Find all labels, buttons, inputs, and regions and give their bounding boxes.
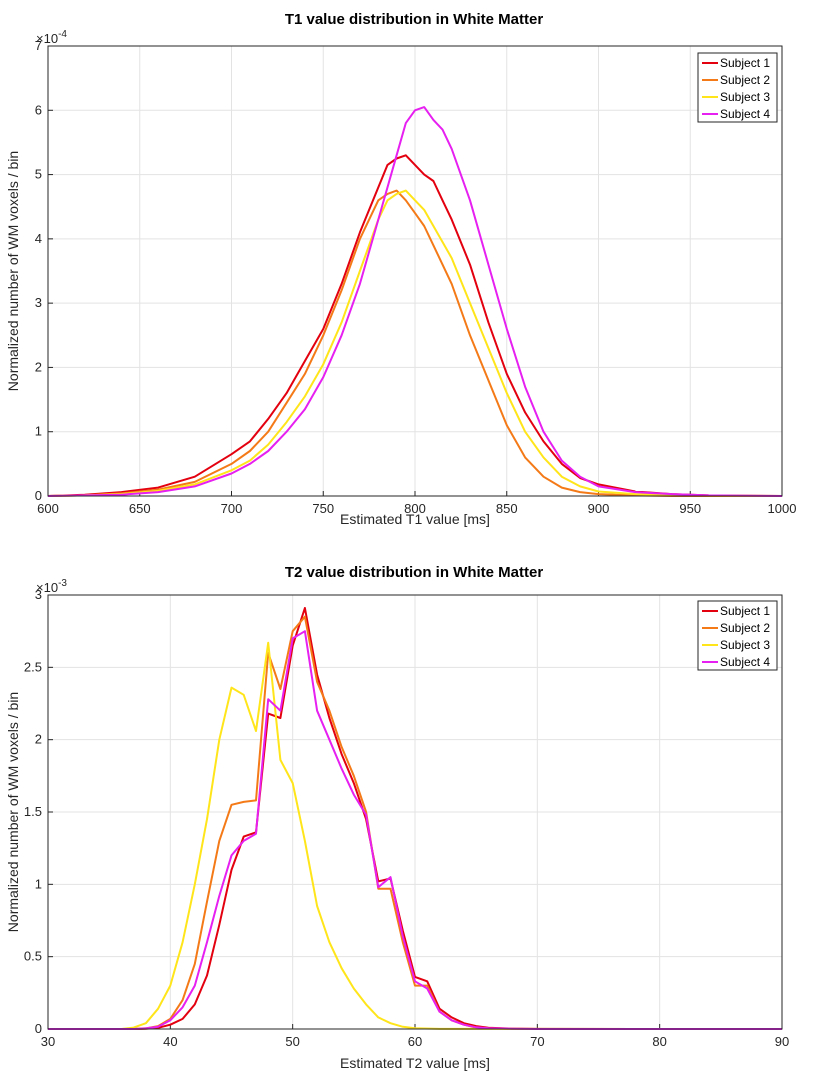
t1-x-tick-label: 850 [496,501,518,516]
t2-y-tick-label: 3 [35,587,42,602]
t1-series-lines [47,106,783,497]
t1-series-line-subject-1 [47,154,783,497]
t1-x-axis-label: Estimated T1 value [ms] [340,511,490,527]
t1-legend-label-subject-2: Subject 2 [720,73,770,87]
t2-x-tick-label: 60 [408,1034,422,1049]
t1-x-tick-label: 1000 [768,501,797,516]
t2-y-tick-label: 2.5 [24,659,42,674]
t1-x-tick-label: 800 [404,501,426,516]
t2-x-tick-label: 80 [652,1034,666,1049]
t2-legend-box [697,600,778,671]
t1-x-tick-label: 950 [679,501,701,516]
t2-y-exponent: ×10-3 [36,578,67,595]
t1-legend-box [697,52,778,123]
t2-y-tick-label: 1.5 [24,804,42,819]
t2-x-tick-label: 30 [41,1034,55,1049]
t1-legend-label-subject-3: Subject 3 [720,90,770,104]
t2-y-axis-label: Normalized number of WM voxels / bin [5,692,21,932]
t1-y-tick-label: 2 [35,359,42,374]
t1-chart-title: T1 value distribution in White Matter [285,11,544,28]
t2-y-tick-label: 1 [35,876,42,891]
t1-y-tick-labels: 0 1 2 3 4 5 6 7 [35,38,42,503]
t1-legend-label-subject-4: Subject 4 [720,107,770,121]
t1-legend: Subject 1 Subject 2 Subject 3 Subject 4 [697,52,778,123]
t2-x-tick-label: 90 [775,1034,789,1049]
t1-grid [47,45,783,497]
t2-y-tick-label: 0.5 [24,949,42,964]
t1-series-line-subject-2 [47,189,782,497]
t2-x-tick-label: 40 [163,1034,177,1049]
t1-y-tick-label: 3 [35,295,42,310]
t2-series-line-subject-3 [48,641,783,1030]
t2-series-lines [48,607,783,1030]
t2-chart-panel: T2 value distribution in White Matter 30… [5,564,789,1071]
t2-x-tick-label: 70 [530,1034,544,1049]
t1-series-line-subject-4 [47,106,783,497]
t1-y-tick-label: 1 [35,424,42,439]
t2-axes-box [47,594,783,1030]
t1-x-tick-label: 700 [221,501,243,516]
t2-legend: Subject 1 Subject 2 Subject 3 Subject 4 [697,600,778,671]
t1-axes-box [47,45,783,497]
t1-x-tick-label: 750 [312,501,334,516]
t1-x-tick-label: 650 [129,501,151,516]
t2-legend-label-subject-1: Subject 1 [720,604,770,618]
t1-x-tick-labels: 600 650 700 750 800 850 900 950 1000 [37,501,796,516]
t1-y-axis-label: Normalized number of WM voxels / bin [5,151,21,391]
t2-legend-label-subject-4: Subject 4 [720,655,770,669]
t2-chart-title: T2 value distribution in White Matter [285,564,544,581]
t2-y-tick-labels: 0 0.5 1 1.5 2 2.5 3 [24,587,42,1036]
t2-grid [47,594,783,1030]
t2-x-tick-label: 50 [285,1034,299,1049]
t2-y-tick-label: 0 [35,1021,42,1036]
t1-chart-panel: T1 value distribution in White Matter 60… [5,11,796,527]
t2-legend-label-subject-2: Subject 2 [720,621,770,635]
t1-series-line-subject-3 [47,189,783,497]
t1-y-tick-label: 5 [35,167,42,182]
t2-legend-label-subject-3: Subject 3 [720,638,770,652]
t2-series-line-subject-4 [48,630,782,1030]
t1-y-tick-label: 0 [35,488,42,503]
t1-y-tick-label: 6 [35,102,42,117]
t1-y-tick-label: 4 [35,231,42,246]
t1-legend-label-subject-1: Subject 1 [720,56,770,70]
t2-x-tick-labels: 30 40 50 60 70 80 90 [41,1034,789,1049]
t2-x-axis-label: Estimated T2 value [ms] [340,1055,490,1071]
t1-y-tick-label: 7 [35,38,42,53]
t1-y-exponent: ×10-4 [36,29,67,46]
t1-x-tick-label: 900 [588,501,610,516]
t2-y-tick-label: 2 [35,732,42,747]
t1-x-tick-label: 600 [37,501,59,516]
